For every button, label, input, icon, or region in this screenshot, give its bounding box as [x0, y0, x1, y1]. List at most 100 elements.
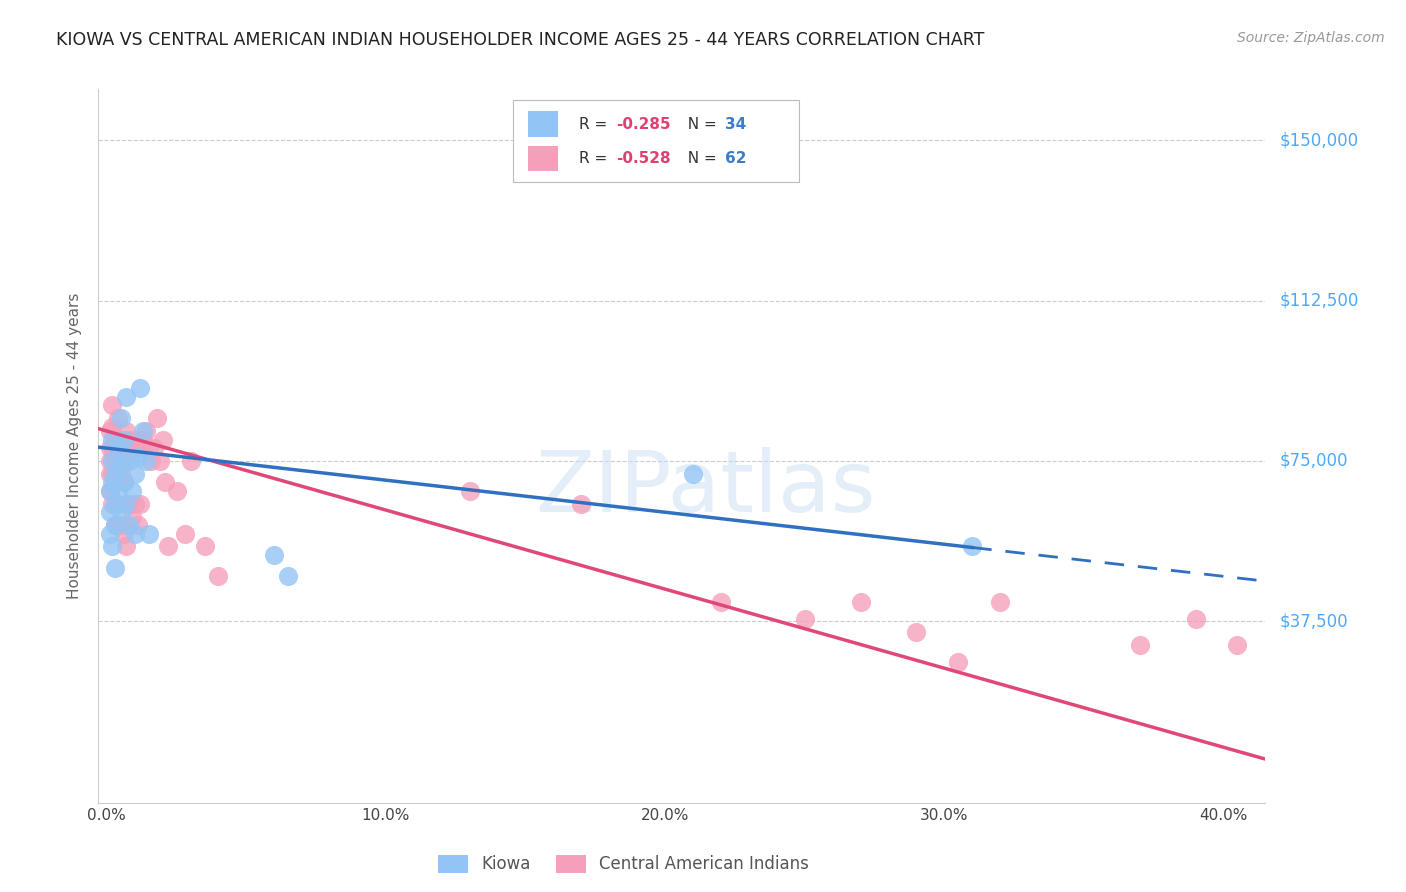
Point: [129, 441, 152, 455]
Point: [98, 505, 121, 519]
Text: KIOWA VS CENTRAL AMERICAN INDIAN HOUSEHOLDER INCOME AGES 25 - 44 YEARS CORRELATI: KIOWA VS CENTRAL AMERICAN INDIAN HOUSEHO…: [56, 31, 984, 49]
Point: [104, 518, 127, 533]
Point: [107, 497, 129, 511]
Point: [121, 441, 143, 455]
Point: [988, 595, 1011, 609]
Point: [129, 381, 152, 395]
Point: [118, 454, 141, 468]
Text: N =: N =: [679, 151, 723, 166]
FancyBboxPatch shape: [527, 145, 558, 171]
Point: [98, 467, 121, 481]
Point: [115, 454, 138, 468]
Point: [710, 595, 733, 609]
Text: $150,000: $150,000: [1279, 131, 1358, 150]
Point: [101, 398, 124, 412]
Point: [110, 458, 132, 473]
Point: [138, 441, 160, 455]
Point: [124, 467, 146, 481]
Point: [263, 548, 285, 562]
Point: [127, 450, 149, 464]
Point: [104, 561, 127, 575]
FancyBboxPatch shape: [513, 100, 799, 182]
Point: [115, 424, 138, 438]
Text: N =: N =: [679, 117, 723, 132]
Point: [101, 475, 124, 490]
Point: [135, 454, 157, 468]
Point: [98, 526, 121, 541]
Point: [124, 433, 146, 447]
Point: [118, 518, 141, 533]
Point: [277, 569, 299, 583]
Point: [193, 540, 215, 554]
Point: [127, 518, 149, 533]
Point: [101, 433, 124, 447]
Point: [110, 411, 132, 425]
Point: [141, 454, 163, 468]
Point: [157, 540, 180, 554]
Text: ZIPatlas: ZIPatlas: [534, 447, 876, 531]
FancyBboxPatch shape: [527, 112, 558, 137]
Point: [110, 433, 132, 447]
Point: [107, 441, 129, 455]
Point: [98, 483, 121, 498]
Point: [124, 526, 146, 541]
Point: [121, 483, 143, 498]
Point: [682, 467, 704, 481]
Point: [1226, 638, 1249, 652]
Text: R =: R =: [579, 117, 613, 132]
Point: [101, 454, 124, 468]
Point: [101, 441, 124, 455]
Point: [458, 483, 481, 498]
Point: [132, 424, 155, 438]
Point: [110, 518, 132, 533]
Point: [143, 441, 166, 455]
Point: [121, 509, 143, 524]
Point: [101, 497, 124, 511]
Point: [1129, 638, 1152, 652]
Point: [104, 518, 127, 533]
Point: [104, 433, 127, 447]
Point: [127, 441, 149, 455]
Point: [104, 467, 127, 481]
Text: 62: 62: [725, 151, 747, 166]
Y-axis label: Householder Income Ages 25 - 44 years: Householder Income Ages 25 - 44 years: [67, 293, 83, 599]
Point: [166, 483, 188, 498]
Text: -0.528: -0.528: [617, 151, 671, 166]
Point: [118, 497, 141, 511]
Text: R =: R =: [579, 151, 613, 166]
Point: [98, 483, 121, 498]
Point: [101, 467, 124, 481]
Point: [174, 526, 197, 541]
Point: [101, 419, 124, 434]
Point: [101, 540, 124, 554]
Point: [115, 540, 138, 554]
Point: [107, 483, 129, 498]
Point: [112, 526, 135, 541]
Text: Source: ZipAtlas.com: Source: ZipAtlas.com: [1237, 31, 1385, 45]
Text: $75,000: $75,000: [1279, 452, 1348, 470]
Point: [98, 441, 121, 455]
Point: [948, 655, 970, 669]
Point: [132, 433, 155, 447]
Point: [180, 454, 202, 468]
Point: [115, 497, 138, 511]
Text: 34: 34: [725, 117, 747, 132]
Point: [962, 540, 984, 554]
Point: [571, 497, 593, 511]
Point: [207, 569, 229, 583]
Point: [135, 424, 157, 438]
Point: [112, 433, 135, 447]
Point: [905, 624, 928, 639]
Point: [104, 497, 127, 511]
Point: [112, 475, 135, 490]
Point: [98, 454, 121, 468]
Point: [152, 433, 174, 447]
Text: $112,500: $112,500: [1279, 292, 1358, 310]
Point: [110, 505, 132, 519]
Point: [149, 454, 172, 468]
Point: [107, 441, 129, 455]
Text: $37,500: $37,500: [1279, 612, 1348, 630]
Point: [138, 526, 160, 541]
Point: [98, 424, 121, 438]
Point: [793, 612, 815, 626]
